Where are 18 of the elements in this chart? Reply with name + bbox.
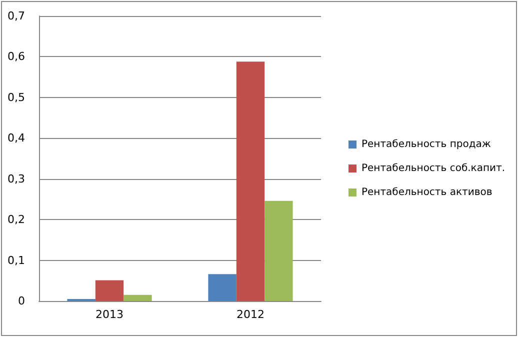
- legend-label: Рентабельность активов: [362, 187, 492, 198]
- y-tick-label: 0,4: [8, 132, 25, 145]
- y-tick-label: 0,5: [8, 90, 25, 104]
- bar: [95, 280, 124, 301]
- bar: [264, 200, 293, 301]
- y-tick-label: 0,3: [8, 172, 25, 186]
- x-tick-label: 2013: [96, 308, 124, 321]
- y-tick-label: 0,2: [8, 213, 25, 226]
- y-tick-label: 0,1: [8, 254, 25, 267]
- x-tick-label: 2012: [236, 308, 264, 321]
- bar: [208, 274, 236, 301]
- bar: [124, 294, 152, 301]
- y-tick-label: 0: [18, 294, 25, 308]
- legend-label: Рентабельность соб.капит.: [362, 163, 506, 174]
- y-tick-label: 0,7: [8, 10, 25, 22]
- legend-label: Рентабельность продаж: [362, 139, 491, 150]
- bar: [236, 62, 265, 301]
- y-tick-label: 0,6: [8, 50, 25, 64]
